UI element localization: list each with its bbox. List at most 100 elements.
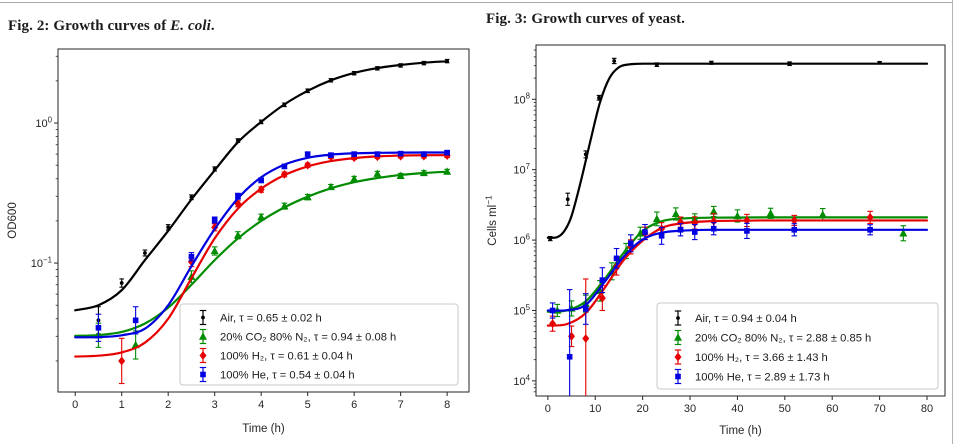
ecoli-h2-marker — [443, 151, 451, 161]
ecoli-he-marker — [95, 324, 102, 331]
yeast-co2n2-marker — [652, 214, 661, 223]
yeast-he-marker — [566, 353, 573, 360]
yeast-co2n2-legend-label: 20% CO₂ 80% N₂, τ = 2.88 ± 0.85 h — [695, 333, 871, 345]
page-top-border — [0, 2, 953, 3]
ecoli-y-axis-label: OD600 — [7, 202, 19, 238]
ecoli-air-marker — [143, 251, 147, 255]
ecoli-he-marker — [444, 149, 450, 156]
ecoli-he-marker — [328, 152, 334, 158]
yeast-he-legend-marker — [675, 373, 681, 380]
yeast-h2-marker — [691, 218, 699, 228]
ecoli-x-tick-label: 7 — [398, 399, 404, 411]
yeast-air-legend-label: Air, τ = 0.94 ± 0.04 h — [695, 313, 797, 325]
ecoli-x-axis-label: Time (h) — [242, 423, 285, 435]
yeast-he-marker — [627, 240, 634, 247]
ecoli-h2-marker — [304, 160, 312, 170]
yeast-air-marker — [565, 197, 570, 202]
ecoli-series-co2n2 — [74, 167, 452, 360]
yeast-h2-marker — [598, 293, 606, 303]
yeast-he-marker — [744, 228, 750, 234]
yeast-air-marker — [597, 95, 601, 100]
yeast-legend-box — [656, 302, 939, 390]
ecoli-y-axis: 10−1 100 OD600 — [7, 55, 58, 362]
yeast-h2-legend-label: 100% H₂, τ = 3.66 ± 1.43 h — [695, 352, 828, 364]
fig2-caption-period: . — [210, 18, 215, 34]
ecoli-y-tick-label: 100 — [35, 115, 52, 130]
ecoli-y-tick-label: 10−1 — [31, 255, 52, 270]
ecoli-he-marker — [211, 217, 218, 223]
ecoli-air-marker — [375, 66, 380, 71]
fig2-caption-italic: E. coli — [170, 18, 211, 34]
yeast-he-marker — [867, 226, 873, 233]
ecoli-air-marker — [259, 119, 264, 124]
ecoli-legend: Air, τ = 0.65 ± 0.02 h 20% CO₂ 80% N₂, τ … — [179, 303, 459, 386]
ecoli-co2n2-marker — [443, 167, 452, 175]
ecoli-he-curve — [74, 151, 449, 339]
yeast-he-marker — [599, 277, 606, 283]
yeast-air-marker — [709, 60, 714, 65]
yeast-air-curve — [546, 62, 929, 239]
yeast-x-tick-label: 40 — [731, 403, 743, 415]
ecoli-air-marker — [352, 71, 357, 76]
yeast-x-tick-label: 10 — [589, 403, 601, 415]
ecoli-x-tick-label: 2 — [165, 399, 171, 411]
yeast-legend: Air, τ = 0.94 ± 0.04 h 20% CO₂ 80% N₂, τ … — [656, 302, 939, 390]
ecoli-co2n2-marker — [396, 171, 405, 180]
yeast-y-tick-label: 105 — [513, 303, 530, 318]
ecoli-legend-item-he: 100% He, τ = 0.54 ± 0.04 h — [199, 366, 355, 383]
ecoli-air-legend-marker — [201, 315, 205, 320]
ecoli-air-marker — [166, 225, 171, 230]
ecoli-h2-marker — [280, 169, 288, 179]
ecoli-x-tick-label: 0 — [72, 399, 78, 411]
yeast-h2-marker — [710, 216, 718, 226]
yeast-co2n2-legend-marker — [674, 333, 682, 341]
yeast-he-marker — [549, 307, 556, 314]
ecoli-co2n2-curve — [74, 170, 449, 337]
ecoli-he-legend-marker — [200, 371, 206, 378]
yeast-x-axis-label: Time (h) — [719, 425, 762, 437]
ecoli-air-legend-label: Air, τ = 0.65 ± 0.02 h — [220, 313, 322, 325]
yeast-h2-marker — [790, 216, 798, 225]
yeast-h2-legend-marker — [674, 352, 682, 362]
ecoli-h2-legend-label: 100% H₂, τ = 0.61 ± 0.04 h — [220, 351, 353, 363]
yeast-y-tick-label: 106 — [513, 232, 530, 247]
fig2-caption-text: Fig. 2: Growth curves of — [8, 18, 171, 34]
yeast-h2-marker — [582, 334, 590, 343]
yeast-x-tick-label: 30 — [684, 403, 696, 415]
yeast-series-air — [546, 57, 929, 242]
yeast-air-marker — [583, 152, 588, 157]
ecoli-air-marker — [189, 195, 194, 200]
yeast-co2n2-marker — [899, 229, 908, 237]
ecoli-series-he — [74, 149, 450, 342]
yeast-x-tick-label: 60 — [826, 403, 838, 415]
yeast-series-he — [546, 222, 929, 396]
yeast-he-marker — [791, 226, 798, 233]
yeast-legend-item-air: Air, τ = 0.94 ± 0.04 h — [674, 310, 797, 326]
ecoli-x-tick-label: 3 — [212, 399, 218, 411]
yeast-co2n2-marker — [733, 211, 742, 220]
yeast-air-legend-marker — [676, 316, 680, 320]
yeast-legend-item-co2n2: 20% CO₂ 80% N₂, τ = 2.88 ± 0.85 h — [674, 329, 871, 346]
yeast-co2n2-marker — [818, 210, 827, 218]
yeast-legend-item-h2: 100% H₂, τ = 3.66 ± 1.43 h — [674, 349, 828, 365]
yeast-air-marker — [548, 236, 553, 241]
yeast-he-marker — [691, 229, 698, 235]
yeast-y-tick-label: 104 — [513, 373, 530, 388]
ecoli-he-marker — [304, 151, 311, 157]
yeast-he-marker — [582, 306, 589, 312]
yeast-h2-marker — [549, 319, 557, 329]
ecoli-h2-marker — [234, 199, 242, 209]
page-right-border — [952, 0, 953, 444]
ecoli-air-marker — [305, 88, 310, 93]
ecoli-air-marker — [329, 78, 333, 83]
ecoli-legend-box — [179, 303, 459, 386]
ecoli-air-marker — [236, 138, 240, 143]
ecoli-x-tick-label: 4 — [258, 399, 264, 411]
yeast-h2-marker — [866, 212, 874, 222]
ecoli-he-marker — [374, 151, 381, 157]
ecoli-series-air — [74, 58, 450, 335]
ecoli-co2n2-marker — [257, 212, 266, 221]
ecoli-co2n2-marker — [303, 192, 312, 201]
yeast-he-marker — [658, 233, 665, 239]
